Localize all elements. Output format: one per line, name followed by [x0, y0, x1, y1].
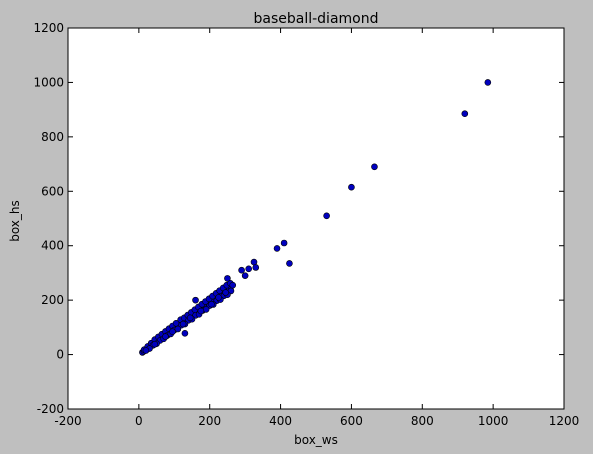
x-tick-label: 0	[135, 414, 143, 428]
y-tick-label: 200	[41, 293, 64, 307]
scatter-point	[323, 212, 330, 220]
scatter-point	[238, 266, 245, 274]
scatter-point	[252, 264, 260, 271]
scatter-point	[348, 183, 355, 191]
scatter-point	[224, 275, 231, 282]
scatter-point	[174, 325, 182, 333]
x-tick-label: 400	[269, 414, 292, 428]
scatter-point	[229, 281, 237, 289]
y-tick-label: 600	[41, 184, 64, 198]
x-axis-ticks: -200 0 200 400 600 800 1000 1200	[54, 28, 579, 428]
y-axis-label: box_hs	[8, 200, 22, 242]
scatter-point	[181, 330, 189, 337]
scatter-point	[241, 272, 249, 279]
scatter-point	[162, 333, 169, 340]
plot-frame	[67, 27, 565, 410]
chart-title: baseball-diamond	[254, 11, 379, 27]
scatter-point	[273, 245, 281, 252]
scatter-point	[280, 239, 288, 247]
scatter-point	[186, 314, 194, 322]
scatter-point	[151, 340, 159, 348]
scatter-point	[461, 110, 469, 118]
scatter-point	[192, 296, 199, 304]
x-axis-label: box_ws	[294, 433, 338, 447]
y-tick-label: 800	[41, 130, 64, 144]
x-tick-label: 600	[340, 414, 363, 428]
scatter-point	[245, 265, 252, 273]
scatter-point	[208, 300, 215, 308]
x-tick-label: -200	[54, 414, 81, 428]
scatter-point	[371, 163, 378, 171]
scatter-point	[250, 258, 258, 266]
y-axis-ticks: -200 0 200 400 600 800 1000 1200	[33, 21, 564, 416]
scatter-point	[286, 260, 293, 267]
x-tick-label: 800	[411, 414, 434, 428]
x-tick-label: 200	[198, 414, 221, 428]
y-tick-label: 0	[56, 348, 64, 362]
scatter-point	[215, 294, 222, 301]
scatter-point	[142, 347, 150, 354]
scatter-point	[222, 289, 229, 296]
points-layer	[139, 79, 492, 356]
scatter-point	[197, 307, 205, 315]
y-tick-label: -200	[37, 402, 64, 416]
x-tick-label: 1200	[549, 414, 580, 428]
scatter-point	[179, 320, 187, 328]
y-tick-label: 400	[41, 239, 64, 253]
scatter-point	[484, 79, 492, 86]
y-tick-label: 1000	[33, 75, 64, 89]
x-tick-label: 1000	[478, 414, 509, 428]
y-tick-label: 1200	[33, 21, 64, 35]
scatter-point	[169, 328, 176, 336]
